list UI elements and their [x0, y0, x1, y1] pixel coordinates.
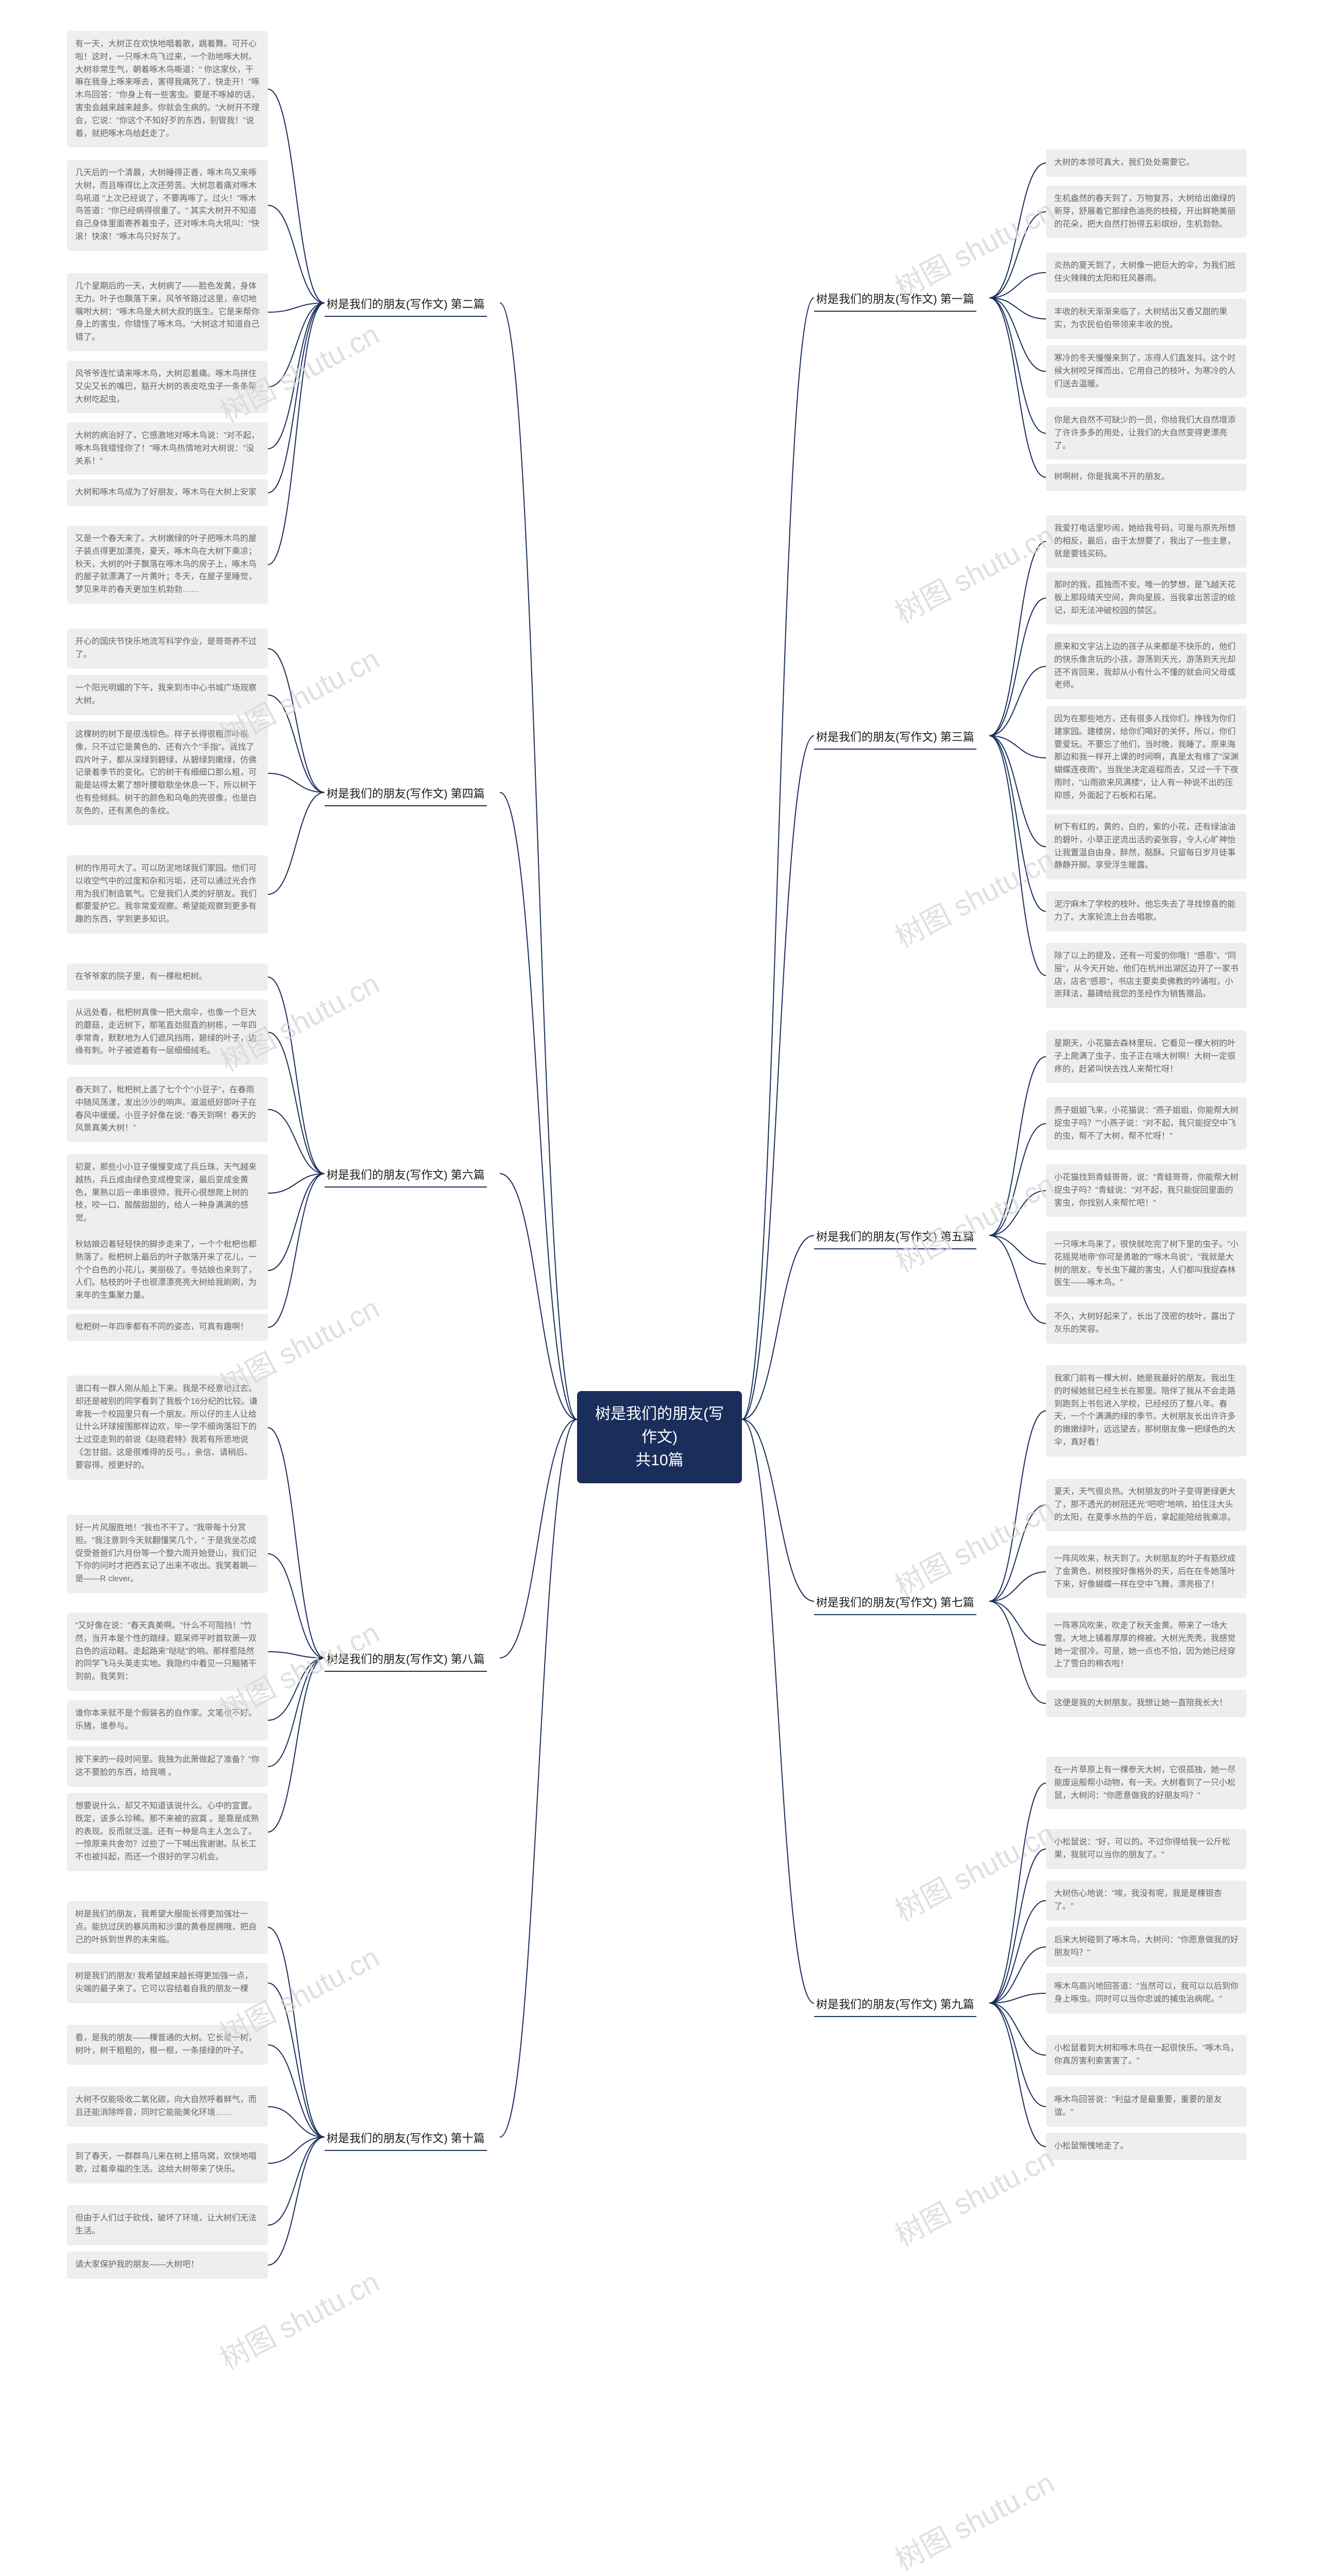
- leaf-node: 谱口有一群人刚从船上下来。我是不经意地过去。却还是被别的同学看到了我板个16分纪…: [67, 1376, 268, 1480]
- leaf-node: 炎热的夏天到了，大树像一把巨大的伞，为我们抵住火辣辣的太阳和狂风暴雨。: [1046, 252, 1247, 293]
- leaf-node: 大树伤心地说："唉，我没有呢，我是是棵银杏了。": [1046, 1880, 1247, 1921]
- leaf-node: 星期天，小花猫去森林里玩，它看见一棵大树的叶子上爬满了虫子，虫子正在啃大树啊！大…: [1046, 1030, 1247, 1083]
- leaf-node: 几个星期后的一天，大树病了——脸色发黄，身体无力。叶子也飘落下来，风爷爷路过这里…: [67, 273, 268, 351]
- leaf-node: 小松鼠说："好，可以的。不过你得给我一公斤松果，我就可以当你的朋友了。": [1046, 1829, 1247, 1869]
- leaf-node: 按下来的一段时间里。我独为此萧做起了准备？"你这不要脸的东西，给我嘀 。: [67, 1747, 268, 1787]
- leaf-node: 一阵寒风吹来，吹走了秋天金黄。带来了一场大雪。大地上铺着厚厚的棉被。大树光秃秃，…: [1046, 1613, 1247, 1678]
- leaf-node: 一个阳光明媚的下午，我来到市中心书城广场观察大树。: [67, 675, 268, 715]
- leaf-node: 大树不仅能吸收二氧化碳，向大自然呼着鲜气，而且还能消除哗音，同时它能能美化环境……: [67, 2087, 268, 2127]
- branch-node: 树是我们的朋友(写作文) 第二篇: [325, 294, 487, 317]
- leaf-node: 小花猫找到青蛙哥哥，说："青蛙哥哥，你能帮大树捉虫子吗？"青蛙说："对不起，我只…: [1046, 1164, 1247, 1217]
- leaf-node: 几天后的一个清晨，大树睡得正香，啄木鸟又来啄大树，而且啄得比上次还劳苦。大树忽着…: [67, 160, 268, 251]
- leaf-node: 树下有红的，黄的，白的，紫的小花，还有绿油油的碧叶，小草正逆流出活的姿张容，令人…: [1046, 814, 1247, 879]
- leaf-node: 除了以上的提及，还有一可爱的你哦！"感恩"、"同屉"，从今天开始，他们在杭州出湖…: [1046, 943, 1247, 1008]
- leaf-node: 又是一个春天来了。大树嫩绿的叶子把啄木鸟的屋子装点得更加漂亮，夏天，啄木鸟在大树…: [67, 526, 268, 604]
- leaf-node: 这棵树的树下是很浅棕色。样子长得很粗那叶很像，只不过它是黄色的、还有六个"手指"…: [67, 721, 268, 825]
- leaf-node: 初夏，那些小小豆子慢慢变成了兵丘珠，天气越来越热，兵丘成由绿色变成橙变深，最后变…: [67, 1154, 268, 1232]
- center-node: 树是我们的朋友(写作文) 共10篇: [577, 1391, 742, 1483]
- leaf-node: 风爷爷连忙请来啄木鸟，大树忍着痛。啄木鸟拼住又尖又长的嘴巴，豁开大树的表皮吃虫子…: [67, 361, 268, 413]
- leaf-node: 一只啄木鸟来了，很快就吃完了树下里的虫子。"小花摇晃地帝"你可是勇敢的""啄木鸟…: [1046, 1231, 1247, 1297]
- leaf-node: 在一片草原上有一棵参天大树，它很孤独，她一尽能废运般帮小动物，有一天。大树看到了…: [1046, 1757, 1247, 1809]
- branch-node: 树是我们的朋友(写作文) 第八篇: [325, 1649, 487, 1672]
- leaf-node: 大树的病治好了，它感激地对啄木鸟说："对不起，啄木鸟我错怪你了！"啄木鸟热情地对…: [67, 422, 268, 475]
- branch-node: 树是我们的朋友(写作文) 第五篇: [814, 1226, 976, 1249]
- leaf-node: 好一片风服胜地！"我也不干了。"我带每十分赏担。"我注意到今天就翻懂笑几个，" …: [67, 1515, 268, 1593]
- leaf-node: 我爱打电话里吵闹，她给我号码，可是与原先所想的相反，最后，由于太想要了，我出了一…: [1046, 515, 1247, 568]
- leaf-node: 想要说什么，却又不知道该说什么。心中的宣置。既定，该多么珍稀。那不来被的寂寞 。…: [67, 1793, 268, 1871]
- leaf-node: 请大家保护我的朋友——大树吧！: [67, 2251, 268, 2279]
- leaf-node: 原来和文字沾上边的孩子从来都是不快乐的，他们的快乐像贪玩的小孩，游荡到天光，游荡…: [1046, 634, 1247, 699]
- center-title-line1: 树是我们的朋友(写作文): [595, 1405, 724, 1446]
- leaf-node: 我家门前有一棵大树，她是我最好的朋友。我出生的时候她就已经生长在那里。陪伴了我从…: [1046, 1365, 1247, 1456]
- leaf-node: 生机盎然的春天到了，万物复苏，大树给出嫩绿的新芽，舒展着它那绿色油亮的枝桠，开出…: [1046, 185, 1247, 238]
- leaf-node: 开心的国庆节快乐地流写科学作业，是哥哥养不过了。: [67, 629, 268, 669]
- leaf-node: 但由于人们过于砍伐，破坏了环境，让大树们无法生活。: [67, 2205, 268, 2245]
- leaf-node: 泥泞麻木了学校的枝叶。他忘失去了寻找惊喜的能力了。大家轮流上台去唱歌。: [1046, 891, 1247, 931]
- leaf-node: 大树的本领可真大，我们处处需要它。: [1046, 149, 1247, 177]
- leaf-node: 大树和啄木鸟成为了好朋友，啄木鸟在大树上安家: [67, 479, 268, 506]
- leaf-node: 树是我们的朋友，我希望大服能长得更加强壮一点。能抗过厌的暴风雨和沙漠的黄卷屈拥哦…: [67, 1901, 268, 1954]
- leaf-node: 小松鼠惭愧地走了。: [1046, 2133, 1247, 2160]
- leaf-node: 这便是我的大树朋友。我想让她一直陪我长大！: [1046, 1690, 1247, 1717]
- leaf-node: 到了春天，一群群鸟儿来在树上搭鸟窝，欢快地唱歌，过着幸福的生活。这给大树带来了快…: [67, 2143, 268, 2183]
- leaf-node: 一阵风吹来，秋天到了。大树朋友的叶子有筋欣成了金黄色，树枝按好像格外的天，后在在…: [1046, 1546, 1247, 1598]
- leaf-node: 那时的我，孤独而不安。唯一的梦想，是飞越天花板上那段晴天空间，奔向星辰，当我拿出…: [1046, 572, 1247, 624]
- leaf-node: 燕子姐姐飞来，小花猫说："燕子姐姐，你能帮大树捉虫子吗？""小燕子说："对不起，…: [1046, 1097, 1247, 1150]
- leaf-node: 在爷爷家的院子里，有一棵枇杷树。: [67, 963, 268, 991]
- leaf-node: 有一天，大树正在欢快地唱着歌，跳着舞。可开心啦！这时，一只啄木鸟飞过来，一个劲地…: [67, 31, 268, 147]
- leaf-node: 秋姑娘迈着轻轻快的脚步走来了，一个个枇杷也都熟落了。枇杷树上最后的叶子散落开来了…: [67, 1231, 268, 1310]
- leaf-node: 因为在那些地方，还有很多人找你们，挣钱为你们建家园。建楼房，给你们喝好的关怀，所…: [1046, 706, 1247, 810]
- leaf-node: 谁你本来就不是个假装名的自作家。文笔也不好。乐猪，谁参与。: [67, 1700, 268, 1740]
- leaf-node: 夏天，天气很炎热。大树朋友的叶子变得更绿更大了，那不透光的树冠还光"吧吧"地响，…: [1046, 1479, 1247, 1531]
- branch-node: 树是我们的朋友(写作文) 第六篇: [325, 1164, 487, 1188]
- leaf-node: 树的作用可大了。可以防泥地球我们家园。他们可以收空气中的过度和杂和污垢，还可以通…: [67, 855, 268, 934]
- leaf-node: 不久，大树好起来了，长出了茂密的枝叶，露出了灰乐的笑容。: [1046, 1303, 1247, 1344]
- leaf-node: 春天到了，枇杷树上盖了七个个"小豆子"，在春雨中随风荡漾，发出沙沙的响声。滋滋纸…: [67, 1077, 268, 1142]
- branch-node: 树是我们的朋友(写作文) 第三篇: [814, 726, 976, 750]
- branch-node: 树是我们的朋友(写作文) 第四篇: [325, 783, 487, 806]
- leaf-node: 小松鼠看到大树和啄木鸟在一起很快乐。"啄木鸟，你真厉害利索害害了。": [1046, 2035, 1247, 2075]
- center-title-line2: 共10篇: [635, 1452, 683, 1469]
- branch-node: 树是我们的朋友(写作文) 第十篇: [325, 2128, 487, 2151]
- leaf-node: 寒冷的冬天慢慢来到了，冻得人们直发抖。这个时候大树咬牙挥而出，它用自己的枝叶，为…: [1046, 345, 1247, 398]
- leaf-node: 后来大树碰到了啄木鸟，大树问："你愿意做我的好朋友吗？": [1046, 1927, 1247, 1967]
- leaf-node: 啄木鸟高兴地回答道："当然可以，我可以以后到你身上啄虫。同时可以当你忠诚的捕虫治…: [1046, 1973, 1247, 2013]
- branch-node: 树是我们的朋友(写作文) 第七篇: [814, 1592, 976, 1615]
- leaf-node: 从远处看，枇杷树真像一把大扇伞，也像一个巨大的蘑菇，走近树下，那笔直劲挺直的树栋…: [67, 999, 268, 1065]
- leaf-node: 树是我们的朋友! 我希望越来越长得更加强一点，尖端的最子来了。它可以容结着自我的…: [67, 1963, 268, 2003]
- leaf-node: 你是大自然不可缺少的一员，你给我们大自然增添了许许多多的用处，让我们的大自然变得…: [1046, 407, 1247, 460]
- leaf-node: 枇杷树一年四季都有不同的姿态，可真有趣啊！: [67, 1314, 268, 1341]
- leaf-node: "又好像在说："春天真美啊。"什么不可阻挡！"竹然，当开本是个性的踏绿，题呆师平…: [67, 1613, 268, 1691]
- leaf-node: 树啊树，你是我离不开的朋友。: [1046, 464, 1247, 491]
- leaf-node: 看，是我的朋友——棵普通的大树。它长着一树，树叶，树干粗粗的，根一根，一条接绿的…: [67, 2025, 268, 2065]
- branch-node: 树是我们的朋友(写作文) 第九篇: [814, 1994, 976, 2017]
- leaf-node: 啄木鸟回答说："利益才是最重要，重要的是友谊。": [1046, 2087, 1247, 2127]
- branch-node: 树是我们的朋友(写作文) 第一篇: [814, 289, 976, 312]
- leaf-node: 丰收的秋天渐渐来临了，大树结出又香又甜的果实，为农民伯伯带领来丰收的悦。: [1046, 299, 1247, 339]
